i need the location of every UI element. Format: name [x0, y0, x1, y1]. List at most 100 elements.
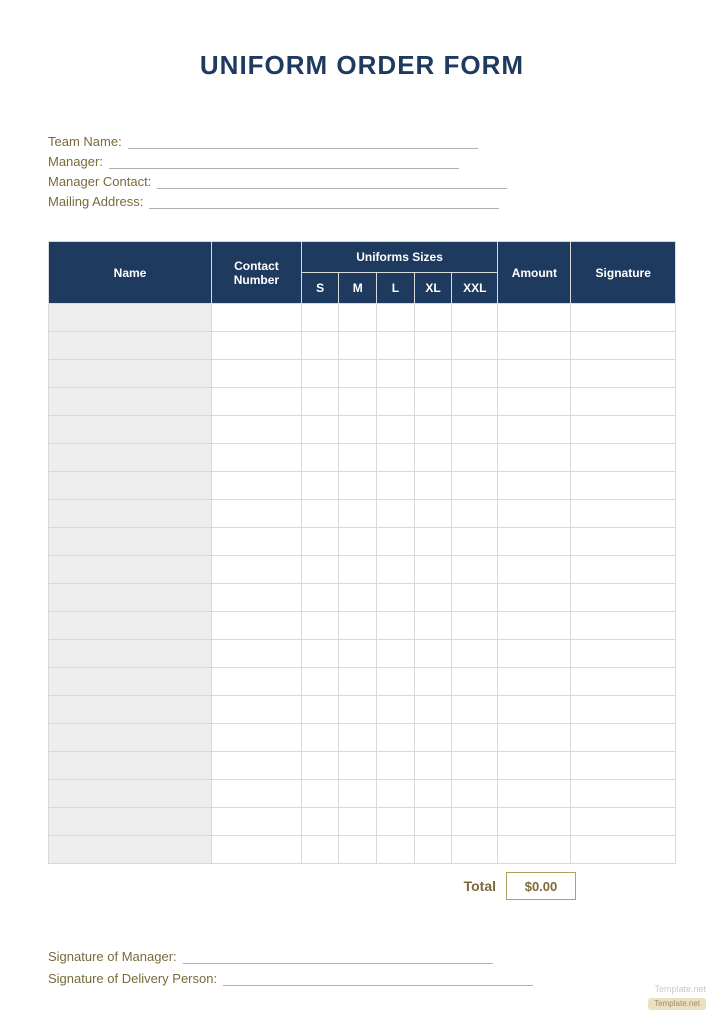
table-cell[interactable] [49, 724, 212, 752]
table-cell[interactable] [498, 304, 571, 332]
line-team-name[interactable] [128, 133, 478, 149]
table-cell[interactable] [414, 360, 452, 388]
table-cell[interactable] [452, 612, 498, 640]
table-cell[interactable] [212, 528, 302, 556]
table-cell[interactable] [339, 388, 377, 416]
table-cell[interactable] [212, 752, 302, 780]
table-cell[interactable] [377, 444, 415, 472]
table-cell[interactable] [452, 416, 498, 444]
table-cell[interactable] [452, 584, 498, 612]
table-cell[interactable] [571, 332, 676, 360]
table-cell[interactable] [212, 808, 302, 836]
table-cell[interactable] [212, 584, 302, 612]
table-cell[interactable] [339, 444, 377, 472]
table-cell[interactable] [212, 668, 302, 696]
table-cell[interactable] [498, 444, 571, 472]
table-cell[interactable] [49, 388, 212, 416]
table-cell[interactable] [49, 556, 212, 584]
table-cell[interactable] [498, 500, 571, 528]
table-cell[interactable] [339, 724, 377, 752]
table-cell[interactable] [339, 752, 377, 780]
table-cell[interactable] [212, 388, 302, 416]
table-cell[interactable] [571, 696, 676, 724]
line-manager-contact[interactable] [157, 173, 507, 189]
table-cell[interactable] [301, 752, 339, 780]
table-cell[interactable] [49, 444, 212, 472]
table-cell[interactable] [414, 724, 452, 752]
table-cell[interactable] [377, 472, 415, 500]
table-cell[interactable] [452, 752, 498, 780]
table-cell[interactable] [339, 500, 377, 528]
table-cell[interactable] [498, 808, 571, 836]
table-cell[interactable] [49, 528, 212, 556]
table-cell[interactable] [414, 612, 452, 640]
table-cell[interactable] [49, 836, 212, 864]
table-cell[interactable] [301, 528, 339, 556]
table-cell[interactable] [301, 808, 339, 836]
table-cell[interactable] [452, 528, 498, 556]
table-cell[interactable] [414, 640, 452, 668]
table-cell[interactable] [301, 668, 339, 696]
table-cell[interactable] [498, 556, 571, 584]
table-cell[interactable] [377, 836, 415, 864]
line-manager[interactable] [109, 153, 459, 169]
table-cell[interactable] [377, 668, 415, 696]
table-cell[interactable] [377, 528, 415, 556]
table-cell[interactable] [301, 724, 339, 752]
table-cell[interactable] [414, 668, 452, 696]
table-cell[interactable] [452, 444, 498, 472]
table-cell[interactable] [498, 472, 571, 500]
table-cell[interactable] [414, 836, 452, 864]
table-cell[interactable] [571, 556, 676, 584]
table-cell[interactable] [339, 472, 377, 500]
table-cell[interactable] [212, 360, 302, 388]
table-cell[interactable] [377, 724, 415, 752]
table-cell[interactable] [49, 668, 212, 696]
table-cell[interactable] [498, 388, 571, 416]
table-cell[interactable] [301, 472, 339, 500]
table-cell[interactable] [452, 332, 498, 360]
table-cell[interactable] [212, 724, 302, 752]
table-cell[interactable] [301, 360, 339, 388]
table-cell[interactable] [414, 584, 452, 612]
table-cell[interactable] [377, 780, 415, 808]
table-cell[interactable] [339, 584, 377, 612]
table-cell[interactable] [377, 612, 415, 640]
table-cell[interactable] [301, 780, 339, 808]
table-cell[interactable] [212, 416, 302, 444]
table-cell[interactable] [498, 332, 571, 360]
table-cell[interactable] [414, 808, 452, 836]
table-cell[interactable] [49, 808, 212, 836]
table-cell[interactable] [498, 528, 571, 556]
table-cell[interactable] [339, 556, 377, 584]
table-cell[interactable] [498, 836, 571, 864]
table-cell[interactable] [49, 500, 212, 528]
table-cell[interactable] [498, 640, 571, 668]
table-cell[interactable] [301, 444, 339, 472]
table-cell[interactable] [571, 416, 676, 444]
table-cell[interactable] [377, 556, 415, 584]
table-cell[interactable] [377, 360, 415, 388]
table-cell[interactable] [571, 584, 676, 612]
table-cell[interactable] [452, 360, 498, 388]
table-cell[interactable] [301, 640, 339, 668]
table-cell[interactable] [571, 780, 676, 808]
table-cell[interactable] [339, 808, 377, 836]
table-cell[interactable] [377, 500, 415, 528]
table-cell[interactable] [571, 444, 676, 472]
table-cell[interactable] [301, 584, 339, 612]
table-cell[interactable] [301, 612, 339, 640]
table-cell[interactable] [212, 696, 302, 724]
table-cell[interactable] [571, 500, 676, 528]
table-cell[interactable] [339, 836, 377, 864]
table-cell[interactable] [452, 836, 498, 864]
table-cell[interactable] [414, 528, 452, 556]
table-cell[interactable] [498, 696, 571, 724]
table-cell[interactable] [414, 500, 452, 528]
table-cell[interactable] [339, 528, 377, 556]
table-cell[interactable] [339, 416, 377, 444]
table-cell[interactable] [498, 724, 571, 752]
table-cell[interactable] [49, 780, 212, 808]
table-cell[interactable] [377, 808, 415, 836]
table-cell[interactable] [339, 780, 377, 808]
